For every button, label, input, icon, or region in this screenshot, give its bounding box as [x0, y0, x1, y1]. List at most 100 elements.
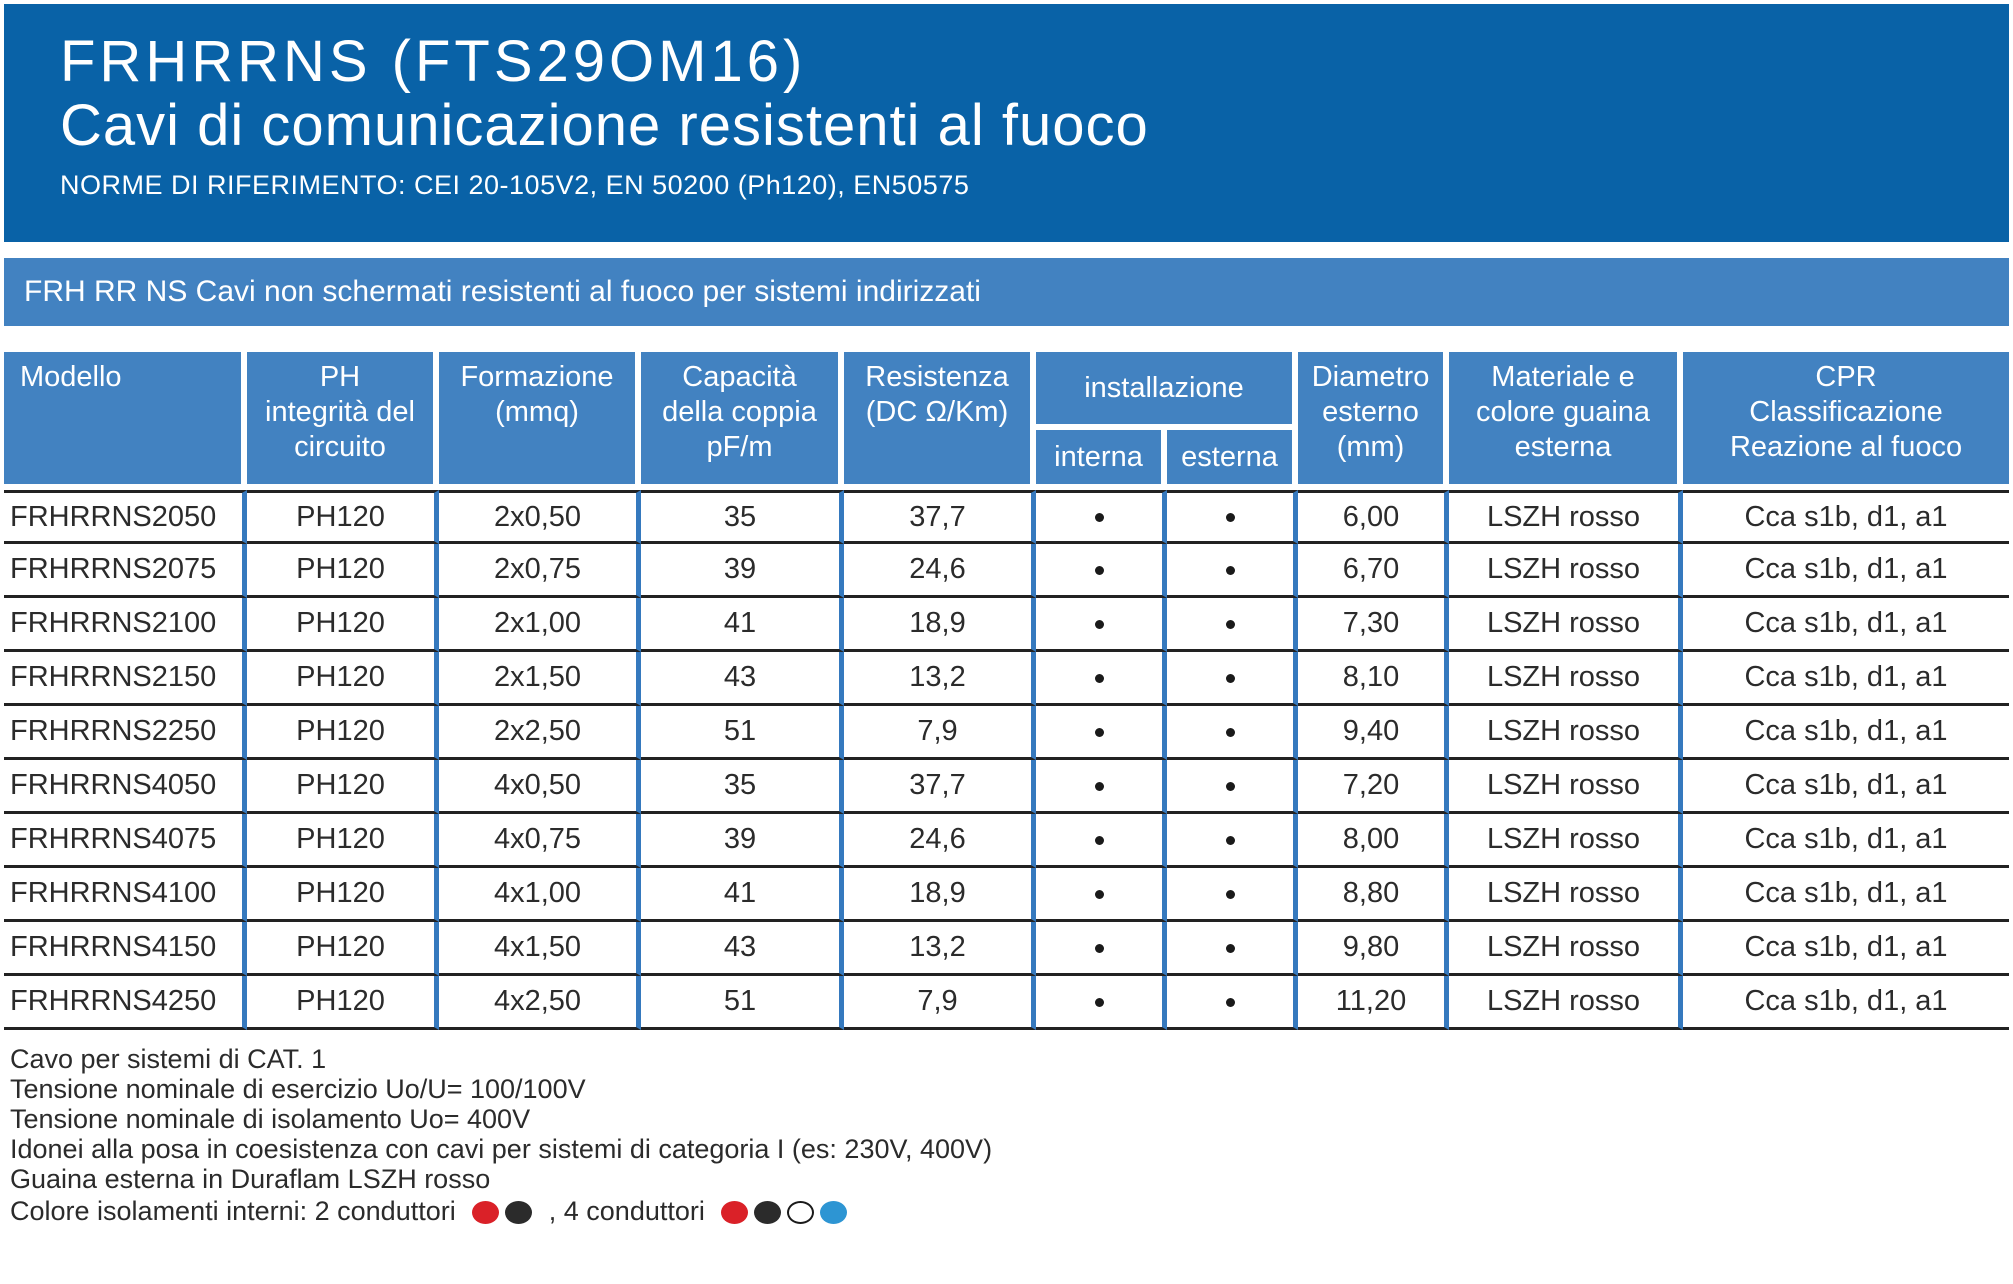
cell-ph: PH120 — [247, 706, 439, 760]
cell-diametro: 6,70 — [1298, 544, 1450, 598]
cell-cpr: Cca s1b, d1, a1 — [1683, 814, 2010, 868]
cell-resistenza: 13,2 — [844, 652, 1036, 706]
header-banner: FRHRRNS (FTS29OM16) Cavi di comunicazion… — [4, 4, 2009, 242]
table-row: FRHRRNS4250 PH120 4x2,50 51 7,9 11,20 LSZH ros… — [4, 976, 2010, 1030]
cell-interna — [1036, 976, 1167, 1030]
page-subtitle: Cavi di comunicazione resistenti al fuoc… — [60, 92, 1149, 158]
installation-dot — [1225, 727, 1235, 737]
col-header-esterna: esterna — [1167, 430, 1299, 490]
cell-interna — [1036, 706, 1167, 760]
installation-dot — [1094, 727, 1104, 737]
cell-materiale: LSZH rosso — [1449, 544, 1684, 598]
cell-materiale: LSZH rosso — [1449, 814, 1684, 868]
col-header-diametro: Diametro esterno (mm) — [1298, 352, 1450, 490]
col-header-capacita: Capacità della coppia pF/m — [641, 352, 844, 490]
table-row: FRHRRNS4150 PH120 4x1,50 43 13,2 9,80 LSZH ros… — [4, 922, 2010, 976]
note-line: Guaina esterna in Duraflam LSZH rosso — [10, 1164, 491, 1194]
cell-formazione: 2x0,75 — [439, 544, 641, 598]
installation-dot — [1225, 513, 1235, 523]
cell-capacita: 51 — [641, 976, 844, 1030]
installation-dot — [1094, 565, 1104, 575]
reference-norms: NORME DI RIFERIMENTO: CEI 20-105V2, EN 5… — [60, 169, 970, 200]
col-header-materiale: Materiale e colore guaina esterna — [1449, 352, 1684, 490]
cell-resistenza: 13,2 — [844, 922, 1036, 976]
cell-materiale: LSZH rosso — [1449, 706, 1684, 760]
notes-section: Cavo per sistemi di CAT. 1 Tensione nomi… — [4, 1044, 2009, 1228]
installation-dot — [1094, 781, 1104, 791]
installation-dot — [1225, 673, 1235, 683]
cell-capacita: 43 — [641, 922, 844, 976]
cell-capacita: 39 — [641, 544, 844, 598]
cell-capacita: 35 — [641, 490, 844, 544]
table-row: FRHRRNS2250 PH120 2x2,50 51 7,9 9,40 LSZH ross… — [4, 706, 2010, 760]
note-line: Cavo per sistemi di CAT. 1 — [10, 1044, 327, 1074]
cell-diametro: 8,80 — [1298, 868, 1450, 922]
conductor-color-legend: Colore isolamenti interni: 2 conduttori … — [10, 1194, 2009, 1228]
col-header-modello: Modello — [4, 352, 247, 490]
installation-dot — [1225, 781, 1235, 791]
cell-formazione: 2x0,50 — [439, 490, 641, 544]
cell-cpr: Cca s1b, d1, a1 — [1683, 490, 2010, 544]
conductor-color-dot-rosso — [721, 1201, 749, 1224]
cell-resistenza: 24,6 — [844, 544, 1036, 598]
table-row: FRHRRNS4050 PH120 4x0,50 35 37,7 7,20 LSZH ros… — [4, 760, 2010, 814]
cell-formazione: 4x0,75 — [439, 814, 641, 868]
cell-ph: PH120 — [247, 544, 439, 598]
cell-formazione: 2x1,50 — [439, 652, 641, 706]
cell-materiale: LSZH rosso — [1449, 868, 1684, 922]
conductor-color-dot-nero — [754, 1201, 782, 1224]
note-line: Idonei alla posa in coesistenza con cavi… — [10, 1134, 993, 1164]
installation-dot — [1094, 619, 1104, 629]
cell-resistenza: 7,9 — [844, 706, 1036, 760]
installation-dot — [1094, 513, 1104, 523]
cell-capacita: 41 — [641, 598, 844, 652]
cell-modello: FRHRRNS4050 — [4, 760, 247, 814]
cell-esterna — [1167, 814, 1299, 868]
cell-ph: PH120 — [247, 760, 439, 814]
cell-ph: PH120 — [247, 976, 439, 1030]
note-line: Tensione nominale di isolamento Uo= 400V — [10, 1104, 531, 1134]
cell-modello: FRHRRNS2150 — [4, 652, 247, 706]
cell-ph: PH120 — [247, 598, 439, 652]
table-body: FRHRRNS2050 PH120 2x0,50 35 37,7 6,00 LSZH ros… — [4, 490, 2010, 1030]
conductor-color-dot-blu — [820, 1201, 848, 1224]
legend-prefix: Colore isolamenti interni: 2 conduttori — [10, 1196, 456, 1226]
cell-modello: FRHRRNS4100 — [4, 868, 247, 922]
page-title: FRHRRNS (FTS29OM16) — [60, 29, 807, 94]
cell-interna — [1036, 598, 1167, 652]
cell-cpr: Cca s1b, d1, a1 — [1683, 976, 2010, 1030]
cell-ph: PH120 — [247, 814, 439, 868]
conductor-color-dot-nero — [505, 1201, 533, 1224]
cell-capacita: 51 — [641, 706, 844, 760]
installation-dot — [1094, 835, 1104, 845]
cell-esterna — [1167, 598, 1299, 652]
conductor-color-dot-rosso — [472, 1201, 500, 1224]
col-header-cpr: CPR Classificazione Reazione al fuoco — [1683, 352, 2010, 490]
cell-ph: PH120 — [247, 922, 439, 976]
cell-formazione: 4x2,50 — [439, 976, 641, 1030]
installation-dot — [1094, 997, 1104, 1007]
cell-diametro: 8,10 — [1298, 652, 1450, 706]
cell-diametro: 11,20 — [1298, 976, 1450, 1030]
cell-esterna — [1167, 760, 1299, 814]
installation-dot — [1094, 943, 1104, 953]
cell-diametro: 7,30 — [1298, 598, 1450, 652]
cell-ph: PH120 — [247, 490, 439, 544]
cell-esterna — [1167, 868, 1299, 922]
col-header-ph: PH integrità del circuito — [247, 352, 439, 490]
cell-materiale: LSZH rosso — [1449, 598, 1684, 652]
col-header-resistenza: Resistenza (DC Ω/Km) — [844, 352, 1036, 490]
section-bar-label: FRH RR NS Cavi non schermati resistenti … — [24, 275, 981, 308]
cell-esterna — [1167, 490, 1299, 544]
spec-table: Modello PH integrità del circuito Formaz… — [4, 352, 2010, 1030]
cell-formazione: 4x1,00 — [439, 868, 641, 922]
cell-cpr: Cca s1b, d1, a1 — [1683, 652, 2010, 706]
col-header-installazione: installazione — [1036, 352, 1299, 430]
cell-resistenza: 37,7 — [844, 760, 1036, 814]
cell-resistenza: 37,7 — [844, 490, 1036, 544]
cell-diametro: 8,00 — [1298, 814, 1450, 868]
table-row: FRHRRNS2075 PH120 2x0,75 39 24,6 6,70 LSZH ros… — [4, 544, 2010, 598]
cell-capacita: 35 — [641, 760, 844, 814]
cell-diametro: 9,80 — [1298, 922, 1450, 976]
cell-cpr: Cca s1b, d1, a1 — [1683, 706, 2010, 760]
